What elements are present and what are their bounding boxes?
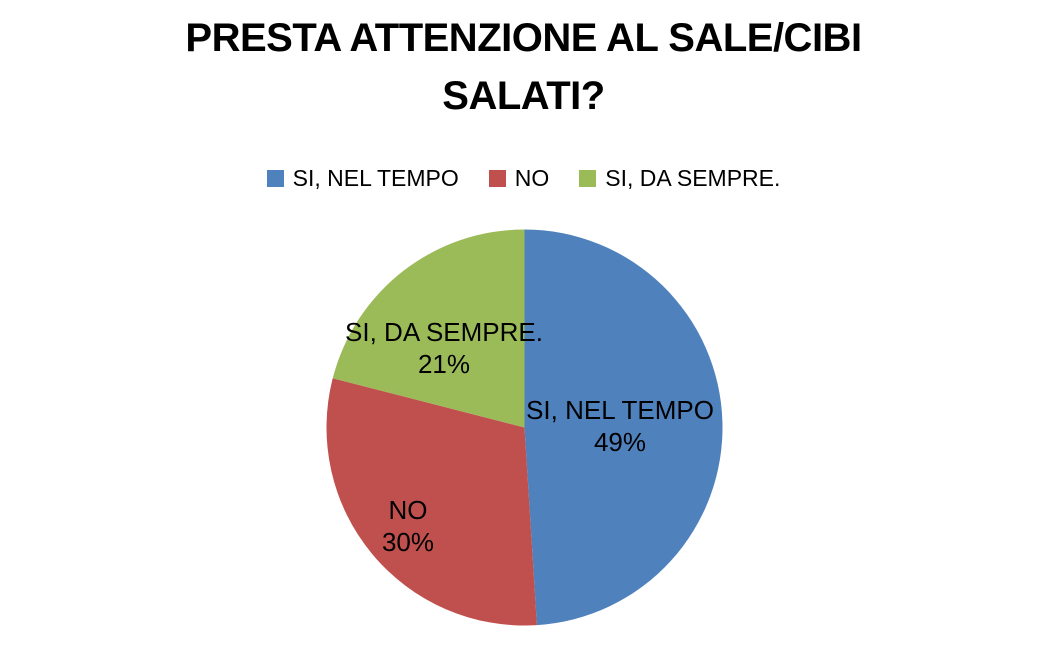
slice-label-pct: 30% <box>381 527 435 557</box>
legend-swatch-icon <box>579 169 597 187</box>
legend-item-si-nel-tempo: SI, NEL TEMPO <box>266 164 459 192</box>
pie-chart <box>326 229 723 626</box>
slice-label-si-nel-tempo: SI, NEL TEMPO 49% <box>526 394 714 458</box>
chart-legend: SI, NEL TEMPO NO SI, DA SEMPRE. <box>0 161 1047 195</box>
slice-label-pct: 49% <box>593 427 647 457</box>
slice-label-text: SI, NEL TEMPO <box>526 395 714 425</box>
legend-label: NO <box>514 164 550 191</box>
pie-slice-0 <box>524 229 723 626</box>
chart-title: PRESTA ATTENZIONE AL SALE/CIBI SALATI? <box>0 9 1047 125</box>
slice-label-si-da-sempre: SI, DA SEMPRE. 21% <box>345 316 543 380</box>
legend-item-no: NO <box>488 164 550 192</box>
pie-slice-2 <box>332 229 525 428</box>
legend-label: SI, NEL TEMPO <box>292 164 459 191</box>
slice-label-no: NO 30% <box>382 494 434 558</box>
slice-label-text: NO <box>388 495 428 525</box>
slice-label-text: SI, DA SEMPRE. <box>345 317 543 347</box>
pie-slice-1 <box>326 378 537 626</box>
legend-swatch-icon <box>488 169 506 187</box>
chart-title-line-1: PRESTA ATTENZIONE AL SALE/CIBI <box>185 16 862 60</box>
chart-title-line-2: SALATI? <box>442 74 605 118</box>
slice-label-pct: 21% <box>417 349 471 379</box>
legend-swatch-icon <box>266 169 284 187</box>
legend-label: SI, DA SEMPRE. <box>605 164 781 191</box>
legend-item-si-da-sempre: SI, DA SEMPRE. <box>579 165 780 192</box>
pie-svg <box>326 229 723 626</box>
